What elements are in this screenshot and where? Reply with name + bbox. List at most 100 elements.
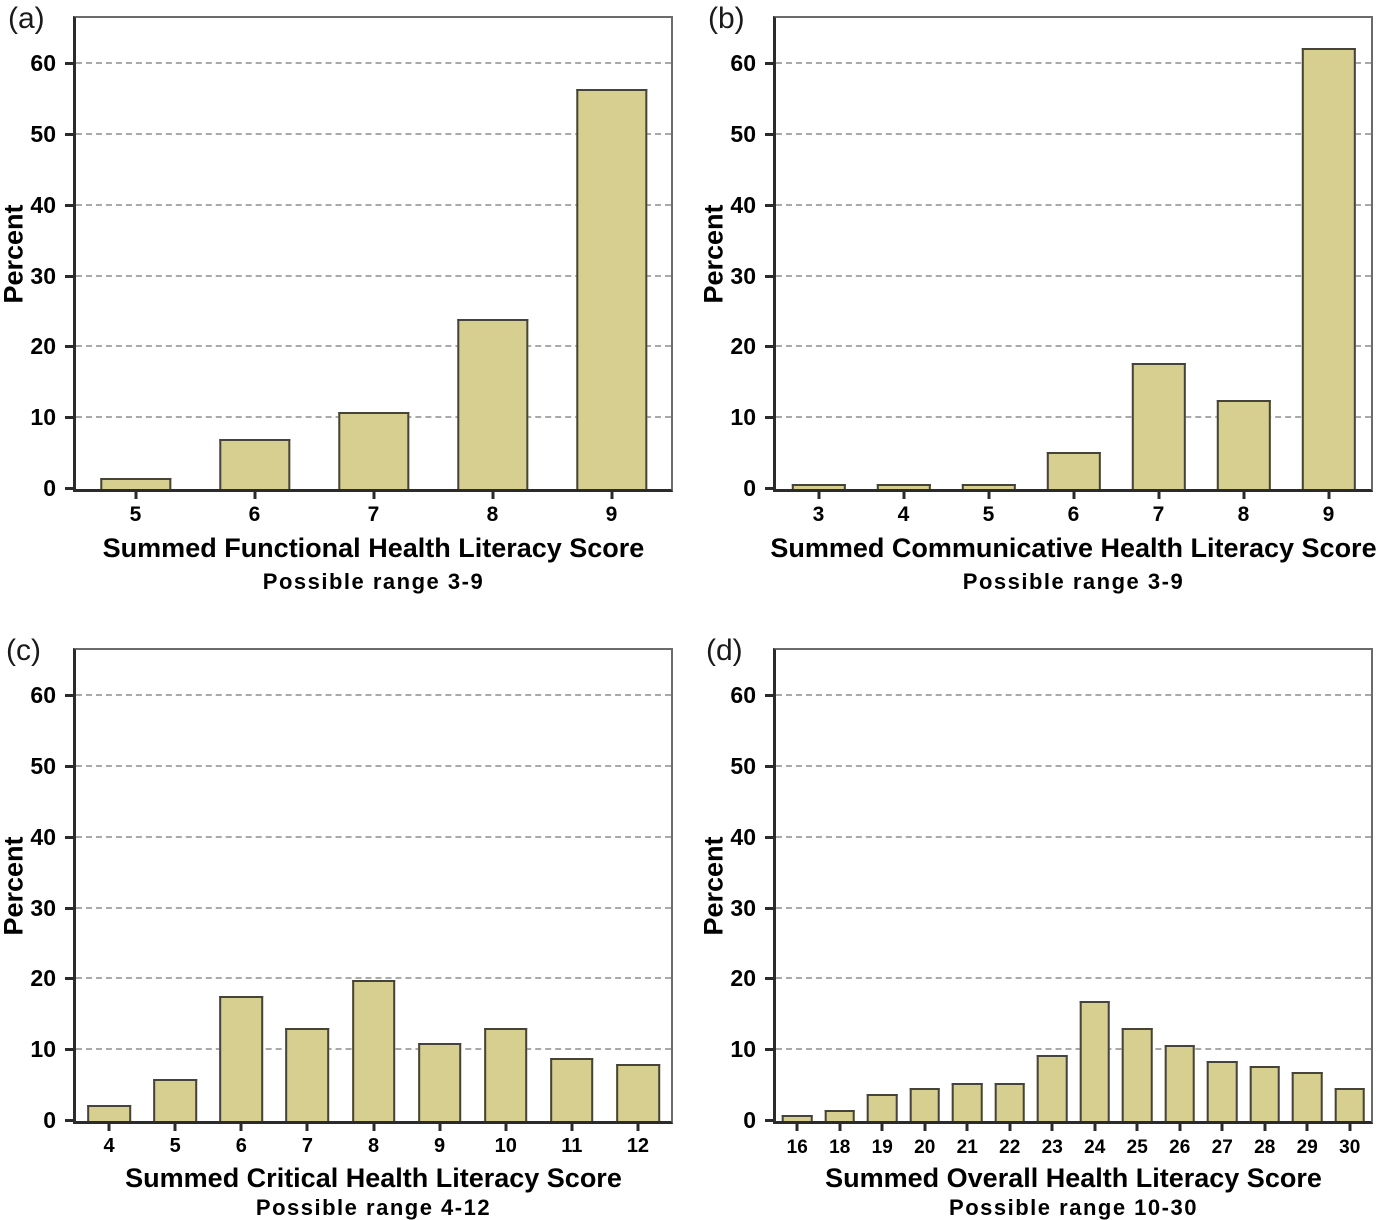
- y-tick-mark-0: [765, 487, 776, 490]
- plot-area: [776, 18, 1371, 489]
- x-tick-mark-12: [636, 1121, 640, 1131]
- y-tick-mark-30: [65, 274, 76, 278]
- bar-27: [1206, 1060, 1238, 1121]
- x-tick-label-20: 20: [914, 1137, 936, 1158]
- y-tick-mark-40: [65, 835, 76, 839]
- y-tick-label-20: 20: [30, 333, 56, 360]
- bar-5: [961, 484, 1016, 489]
- x-tick-mark-5: [134, 489, 137, 499]
- x-tick-label-29: 29: [1296, 1137, 1318, 1158]
- y-tick-label-0: 0: [43, 1107, 56, 1133]
- y-tick-mark-40: [765, 203, 776, 207]
- y-tick-label-10: 10: [30, 1036, 56, 1063]
- x-tick-label-27: 27: [1211, 1137, 1233, 1158]
- x-axis-ticks: 5 6 7 8 9: [76, 489, 671, 539]
- gridline-60: [776, 62, 1371, 65]
- x-tick-mark-26: [1178, 1121, 1182, 1131]
- y-tick-mark-30: [765, 906, 776, 910]
- y-tick-label-0: 0: [743, 1107, 756, 1133]
- x-tick-label-7: 7: [301, 1135, 313, 1157]
- panel-label-d: (d): [706, 634, 743, 667]
- x-tick-mark-3: [817, 489, 820, 499]
- x-tick-mark-4: [107, 1121, 111, 1131]
- x-tick-label-19: 19: [871, 1137, 893, 1158]
- x-tick-label-30: 30: [1339, 1137, 1361, 1158]
- y-tick-mark-60: [765, 62, 776, 66]
- x-axis-subtitle: Possible range 3-9: [262, 569, 485, 594]
- x-tick-mark-8: [491, 489, 494, 499]
- gridline-50: [76, 132, 671, 135]
- y-tick-label-50: 50: [30, 752, 56, 779]
- y-tick-label-10: 10: [30, 404, 56, 431]
- y-tick-mark-0: [65, 487, 76, 490]
- gridline-30: [776, 274, 1371, 277]
- x-tick-mark-5: [173, 1121, 177, 1131]
- gridline-50: [776, 132, 1371, 135]
- x-axis-subtitle: Possible range 10-30: [949, 1195, 1198, 1220]
- x-axis-ticks: 4 5 6 7 8 9 10 11 12: [76, 1121, 671, 1171]
- gridline-20: [776, 977, 1371, 980]
- y-tick-label-10: 10: [730, 1036, 756, 1063]
- x-tick-mark-11: [570, 1121, 574, 1131]
- x-tick-label-18: 18: [829, 1137, 851, 1158]
- x-tick-mark-6: [239, 1121, 243, 1131]
- gridline-40: [76, 203, 671, 206]
- x-tick-mark-7: [305, 1121, 309, 1131]
- x-tick-label-5: 5: [982, 503, 995, 526]
- bar-5: [99, 478, 172, 489]
- gridline-50: [76, 764, 671, 767]
- y-tick-label-10: 10: [730, 404, 756, 431]
- gridline-50: [776, 764, 1371, 767]
- x-tick-mark-8: [1242, 489, 1245, 499]
- x-tick-label-4: 4: [897, 503, 910, 526]
- bar-9: [575, 88, 648, 489]
- x-tick-label-7: 7: [367, 503, 380, 526]
- y-tick-mark-50: [65, 764, 76, 768]
- gridline-20: [776, 345, 1371, 348]
- x-tick-label-23: 23: [1041, 1137, 1063, 1158]
- x-tick-mark-5: [987, 489, 990, 499]
- x-tick-mark-6: [1072, 489, 1075, 499]
- y-tick-label-60: 60: [30, 682, 56, 709]
- panel-label-b: (b): [708, 2, 745, 35]
- x-tick-label-11: 11: [561, 1135, 583, 1157]
- y-tick-label-30: 30: [730, 894, 756, 921]
- y-tick-mark-20: [765, 345, 776, 349]
- plot-area: [76, 650, 671, 1121]
- x-tick-mark-6: [253, 489, 256, 499]
- x-axis-subtitle: Possible range 3-9: [962, 569, 1185, 594]
- bar-6: [1046, 452, 1101, 489]
- bar-8: [351, 980, 396, 1121]
- gridline-30: [76, 274, 671, 277]
- x-tick-mark-22: [1008, 1121, 1012, 1131]
- x-tick-label-21: 21: [956, 1137, 978, 1158]
- x-tick-label-16: 16: [786, 1137, 808, 1158]
- x-tick-mark-19: [880, 1121, 884, 1131]
- x-tick-label-8: 8: [486, 503, 499, 526]
- plot-area: [776, 650, 1371, 1121]
- plot-area: [76, 18, 671, 489]
- x-tick-label-9: 9: [434, 1135, 446, 1157]
- y-tick-mark-50: [765, 132, 776, 136]
- x-tick-label-7: 7: [1152, 503, 1165, 526]
- x-tick-mark-23: [1050, 1121, 1054, 1131]
- y-tick-label-40: 40: [30, 191, 56, 218]
- x-tick-label-9: 9: [605, 503, 618, 526]
- bar-10: [483, 1027, 528, 1121]
- y-tick-label-30: 30: [30, 894, 56, 921]
- gridline-30: [76, 906, 671, 909]
- y-tick-label-20: 20: [30, 965, 56, 992]
- gridline-40: [76, 835, 671, 838]
- gridline-10: [776, 416, 1371, 419]
- x-tick-mark-7: [1157, 489, 1160, 499]
- bar-12: [616, 1063, 660, 1121]
- bar-6: [218, 439, 291, 489]
- y-tick-label-20: 20: [730, 965, 756, 992]
- y-tick-mark-10: [765, 416, 776, 420]
- bar-7: [285, 1027, 330, 1121]
- x-tick-mark-20: [923, 1121, 927, 1131]
- y-tick-mark-20: [65, 977, 76, 981]
- y-tick-label-50: 50: [730, 120, 756, 147]
- gridline-60: [776, 694, 1371, 697]
